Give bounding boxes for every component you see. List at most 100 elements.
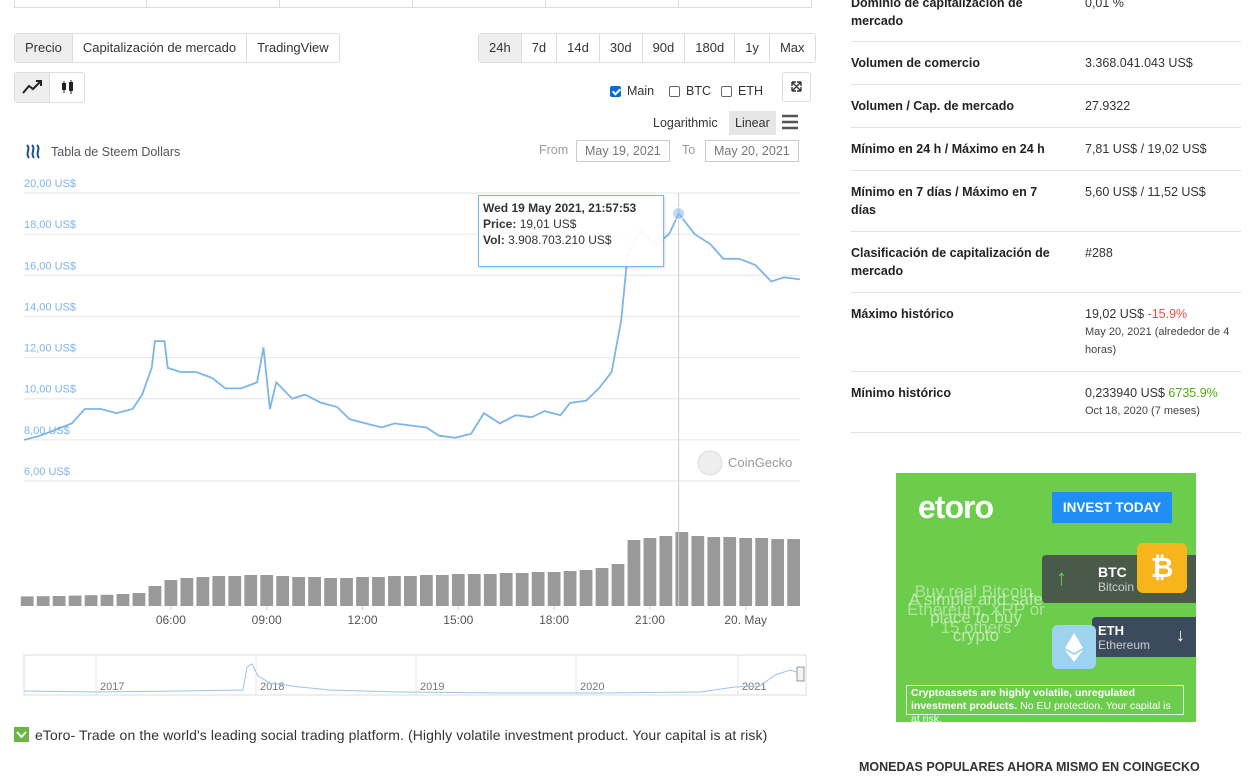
stat-date: Oct 18, 2020 (7 meses) xyxy=(1085,405,1200,417)
linear-button[interactable]: Linear xyxy=(729,111,776,135)
price-line xyxy=(23,211,801,441)
volume-bar xyxy=(308,577,321,606)
stat-value: 5,60 US$ / 11,52 US$ xyxy=(1085,185,1206,199)
checkbox-label: BTC xyxy=(686,84,711,98)
y-tick-label: 14,00 US$ xyxy=(24,301,76,313)
navigator-handle[interactable] xyxy=(796,666,805,682)
volume-bar xyxy=(579,570,593,606)
up-arrow: ↑ xyxy=(1056,565,1067,590)
x-tick-label: 09:00 xyxy=(252,613,282,627)
checkbox[interactable] xyxy=(610,85,621,97)
ad-banner[interactable]: etoro INVEST TODAY A simple and safe pla… xyxy=(896,473,1196,722)
steem-logo xyxy=(26,144,40,159)
separator xyxy=(851,127,1241,128)
expand-icon xyxy=(791,81,802,92)
y-tick-label: 12,00 US$ xyxy=(24,343,76,355)
range-button[interactable]: Max xyxy=(769,34,815,62)
eth-name: Ethereum xyxy=(1098,638,1151,652)
range-button[interactable]: 14d xyxy=(557,34,600,62)
tab[interactable]: Capitalización de mercado xyxy=(72,34,248,62)
range-button[interactable]: 1y xyxy=(735,34,770,62)
volume-bar xyxy=(451,574,465,606)
disclaimer-bold: Cryptoassets are highly volatile, unregu… xyxy=(911,687,1136,712)
volume-bar xyxy=(627,540,641,606)
volume-bar xyxy=(212,576,226,606)
stat-value: 0,233940 US$ xyxy=(1085,386,1165,400)
y-tick-label: 6,00 US$ xyxy=(24,466,70,478)
volume-bar xyxy=(499,573,513,606)
separator xyxy=(851,170,1241,171)
volume-bar xyxy=(340,578,353,606)
checkbox[interactable] xyxy=(721,85,732,97)
x-tick-label: 18:00 xyxy=(539,613,569,627)
stat-value: 27.9322 xyxy=(1085,99,1131,113)
watermark: CoinGecko xyxy=(697,450,792,476)
range-button[interactable]: 7d xyxy=(521,34,558,62)
volume-bar xyxy=(20,596,34,606)
volume-bar xyxy=(467,574,481,606)
promo-text[interactable]: eToro- Trade on the world's leading soci… xyxy=(35,727,768,743)
checkbox-btc[interactable]: BTC xyxy=(669,84,711,98)
from-date[interactable]: May 19, 2021 xyxy=(576,140,670,162)
stat-value: 7,81 US$ / 19,02 US$ xyxy=(1085,142,1207,156)
range-button[interactable]: 30d xyxy=(599,34,643,62)
volume-bar xyxy=(388,576,401,606)
volume-bar xyxy=(100,594,114,606)
checkbox-eth[interactable]: ETH xyxy=(721,84,763,98)
from-label: From xyxy=(539,143,569,157)
hover-point xyxy=(672,207,686,221)
line-style-button[interactable] xyxy=(15,73,50,102)
volume-bar xyxy=(547,572,561,606)
disclaimer-rest: No EU protection. Your capital is at ris… xyxy=(911,700,1171,722)
checkbox[interactable] xyxy=(669,85,680,97)
volume-bar xyxy=(148,586,162,606)
ad-headline: Buy real Bitcoin, Ethereum, XRP or 15 ot… xyxy=(907,582,1045,637)
y-tick-label: 10,00 US$ xyxy=(24,384,76,396)
volume-bar xyxy=(707,537,721,606)
tooltip-value: 3.908.703.210 US$ xyxy=(508,233,612,247)
volume-bar xyxy=(675,532,689,606)
volume-bar xyxy=(563,571,577,606)
volume-bar xyxy=(292,577,306,606)
to-date[interactable]: May 20, 2021 xyxy=(705,140,799,162)
stat-label: Clasificación de capitalización de merca… xyxy=(851,246,1050,278)
stat-label: Mínimo histórico xyxy=(851,386,951,400)
tooltip: Wed 19 May 2021, 21:57:53 Price: 19,01 U… xyxy=(478,195,664,267)
volume-bar xyxy=(659,536,673,606)
fullscreen-button[interactable] xyxy=(782,72,811,102)
candle-style-button[interactable] xyxy=(50,73,84,102)
chart: 6,00 US$8,00 US$10,00 US$12,00 US$14,00 … xyxy=(20,178,807,696)
menu-icon[interactable] xyxy=(780,113,800,131)
ad-logo: etoro xyxy=(918,489,994,525)
separator xyxy=(851,432,1241,433)
range-button[interactable]: 24h xyxy=(479,34,522,62)
tab[interactable]: TradingView xyxy=(247,34,339,62)
navigator-label: 2019 xyxy=(420,681,444,693)
down-arrow: ↓ xyxy=(1176,625,1185,645)
chart-title: Tabla de Steem Dollars xyxy=(51,145,181,159)
checkbox-main[interactable]: Main xyxy=(610,84,654,98)
chart-tabs: Precio Capitalización de mercado Trading… xyxy=(14,33,340,63)
btc-logo: ₿ xyxy=(1137,543,1187,593)
log-button[interactable]: Logarithmic xyxy=(653,116,718,130)
range-button[interactable]: 180d xyxy=(685,34,736,62)
volume-bar xyxy=(116,594,130,606)
ad-headline: A simple and safe place to buy crypto xyxy=(908,590,1044,645)
checkbox-label: Main xyxy=(627,84,655,98)
stat-label: Volumen de comercio xyxy=(851,56,980,70)
range-button[interactable]: 90d xyxy=(642,34,686,62)
volume-bar xyxy=(739,538,753,606)
separator xyxy=(851,84,1241,85)
tooltip-row: Price: 19,01 US$ xyxy=(483,216,659,232)
navigator-label: 2020 xyxy=(580,681,604,693)
y-tick-label: 20,00 US$ xyxy=(24,178,76,190)
stat-date: May 20, 2021 (alrededor de 4 horas) xyxy=(1085,326,1230,356)
volume-bar xyxy=(643,538,657,606)
volume-bar xyxy=(531,572,545,606)
navigator-label: 2017 xyxy=(100,681,124,693)
ad-cta[interactable]: INVEST TODAY xyxy=(1052,492,1172,523)
btc-symbol: BTC xyxy=(1098,564,1127,580)
tab[interactable]: Precio xyxy=(15,34,73,62)
stat-value: 0,01 % xyxy=(1085,0,1124,10)
